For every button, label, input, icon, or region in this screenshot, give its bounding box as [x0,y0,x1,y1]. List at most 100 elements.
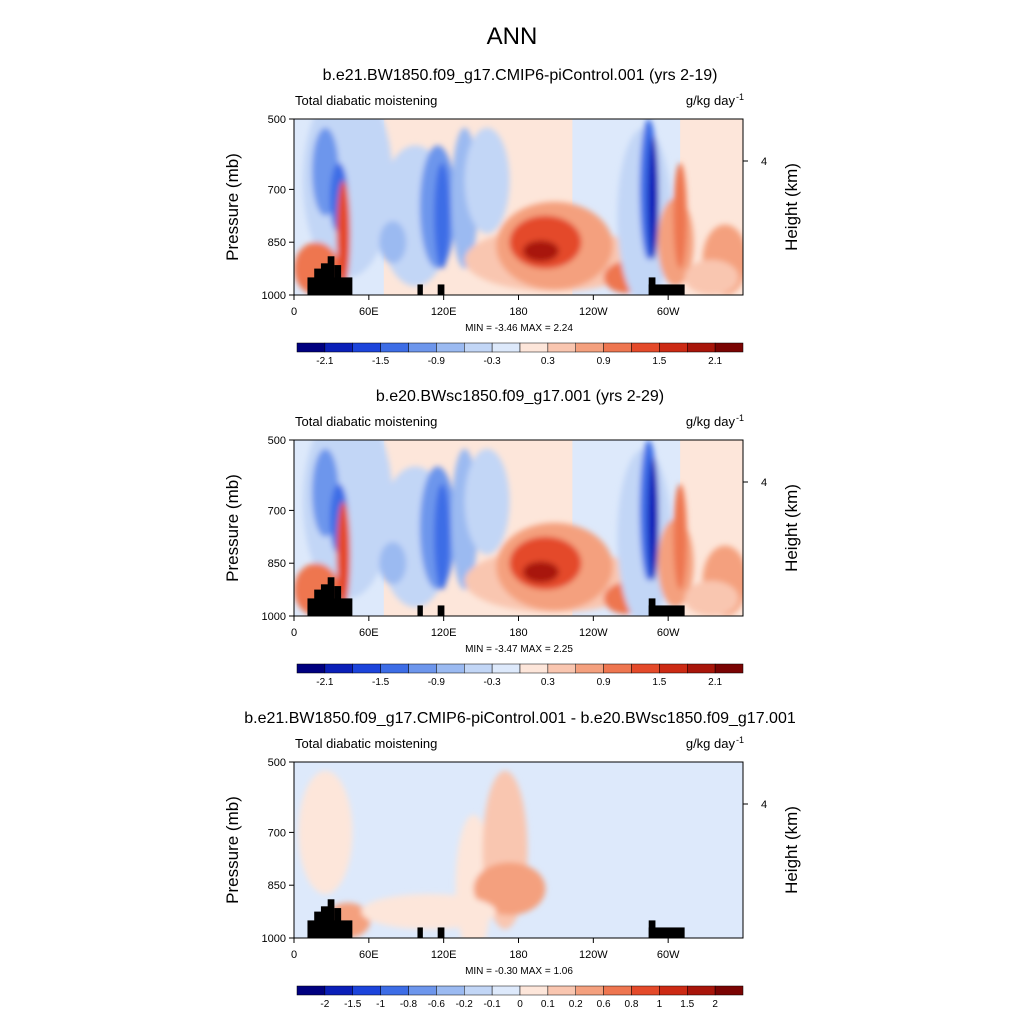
panel-3: b.e21.BW1850.f09_g17.CMIP6-piControl.001… [223,710,801,1010]
min-max-stats: MIN = -0.30 MAX = 1.06 [465,966,573,977]
colorbar-swatch [380,342,409,353]
colorbar-label: -1.5 [372,677,390,688]
colorbar-label: -0.8 [400,999,418,1010]
colorbar-label: 1.5 [652,677,666,688]
topography-mask [648,920,656,938]
min-max-stats: MIN = -3.47 MAX = 2.25 [465,644,573,655]
y-right-tick-label: 4 [761,156,767,168]
colorbar-label: 1.5 [652,356,666,367]
colorbar-swatch [380,663,409,674]
colorbar-swatch [464,663,493,674]
colorbar-swatch [687,663,716,674]
colorbar-swatch [519,663,549,674]
colorbar-label: 0.1 [541,999,555,1010]
colorbar-label: -0.6 [428,999,446,1010]
topography-mask [320,584,330,616]
colorbar-swatch [491,342,521,353]
topography-mask [648,284,685,295]
y-right-axis-label: Height (km) [782,163,801,251]
colorbar-swatch [436,342,465,353]
field-contours [298,770,546,938]
panel-2: b.e20.BWsc1850.f09_g17.001 (yrs 2-29) Tot… [223,388,801,688]
contour-region [647,136,659,260]
colorbar-swatch [631,985,660,996]
units-label: g/kg day [686,93,736,108]
units-label: g/kg day [686,414,736,429]
y-axis-label: Pressure (mb) [223,153,242,261]
colorbar-label: 1.5 [680,999,694,1010]
colorbar-swatch [687,985,716,996]
colorbar-label: 0.3 [541,356,555,367]
y-right-tick-label: 4 [761,799,767,811]
y-tick-label: 850 [268,880,286,892]
x-tick-label: 120E [431,627,457,639]
topography-mask [437,284,445,295]
y-tick-label: 850 [268,558,286,570]
x-tick-label: 180 [509,949,527,961]
colorbar-swatch [659,985,688,996]
topography-mask [437,605,445,616]
colorbar-label: -0.9 [428,356,446,367]
colorbar-swatch [408,663,437,674]
x-tick-label: 120W [579,949,608,961]
colorbar-swatch [436,663,465,674]
colorbar-label: -2.1 [316,677,334,688]
contour-region [361,894,497,930]
units-superscript: -1 [736,735,744,745]
x-tick-label: 0 [291,306,297,318]
x-tick-label: 120E [431,306,457,318]
topography-mask [648,277,656,295]
topography-mask [334,908,342,938]
variable-label: Total diabatic moistening [295,93,437,108]
field-region [540,762,743,938]
y-right-tick-label: 4 [761,477,767,489]
x-tick-label: 120W [579,627,608,639]
field-contours [294,119,743,295]
colorbar-label: 0.6 [597,999,611,1010]
y-tick-label: 1000 [262,933,286,945]
topography-mask [320,906,330,938]
colorbar-label: -1.5 [344,999,362,1010]
field-contours [294,440,743,616]
contour-region [673,484,687,590]
y-tick-label: 1000 [262,290,286,302]
colorbar-label: 0.9 [597,356,611,367]
colorbar-swatch [408,342,437,353]
colorbar-label: 2.1 [708,356,722,367]
topography-mask [417,927,423,938]
y-tick-label: 500 [268,435,286,447]
colorbar-swatch [575,342,604,353]
figure-title: ANN [487,23,538,50]
topography-mask [314,589,324,616]
colorbar-label: 0.3 [541,677,555,688]
topography-mask [437,927,445,938]
colorbar-swatch [324,663,353,674]
plot-field [294,762,743,938]
contour-region [298,770,353,895]
y-tick-label: 700 [268,505,286,517]
colorbar-swatch [324,342,353,353]
x-tick-label: 60W [657,627,680,639]
contour-region [522,561,559,583]
topography-mask [327,577,335,616]
colorbar-swatch [547,342,576,353]
colorbar-label: 0.9 [597,677,611,688]
topography-mask [648,605,685,616]
y-axis-label: Pressure (mb) [223,796,242,904]
colorbar-swatch [408,985,437,996]
colorbar-swatch [296,342,326,353]
x-tick-label: 120W [579,306,608,318]
contour-region [473,862,546,916]
colorbar-swatch [714,985,744,996]
colorbar-swatch [324,985,353,996]
topography-mask [648,598,656,616]
colorbar-label: 1 [657,999,663,1010]
contour-region [464,448,510,555]
y-tick-label: 850 [268,237,286,249]
colorbar-swatch [659,663,688,674]
x-tick-label: 0 [291,949,297,961]
x-tick-label: 60E [359,949,379,961]
colorbar-label: 0.8 [625,999,639,1010]
colorbar-label: -2 [320,999,329,1010]
